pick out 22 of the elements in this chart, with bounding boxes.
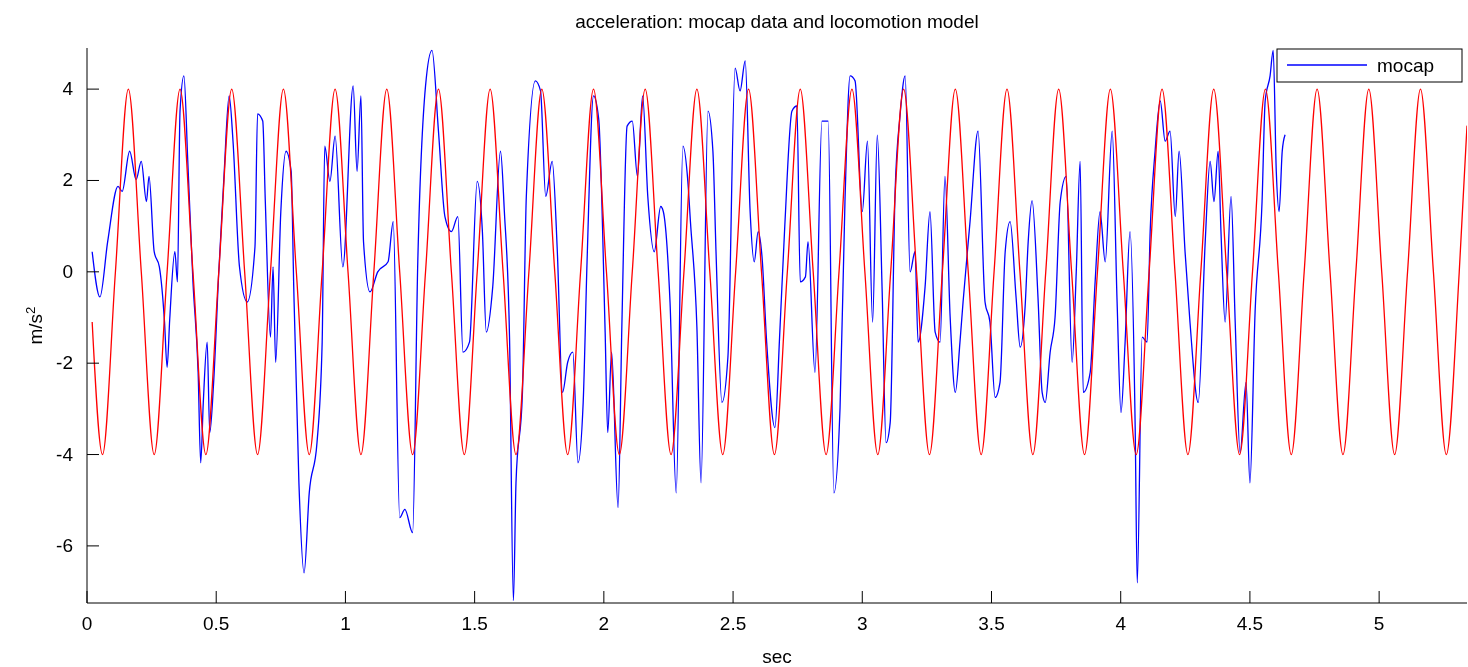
y-tick-label: -4 <box>56 443 74 465</box>
x-tick-label: 4.5 <box>1236 613 1264 634</box>
y-tick-label: 4 <box>62 78 74 100</box>
x-axis-title: sec <box>762 646 792 667</box>
line-series <box>91 88 1467 456</box>
legend-label: mocap <box>1377 55 1435 76</box>
x-tick-label: 0.5 <box>203 613 230 634</box>
x-tick-label: 1.5 <box>461 613 488 634</box>
line-series <box>91 49 1286 602</box>
y-tick-label: 2 <box>62 169 73 191</box>
x-tick-label: 2.5 <box>719 613 747 634</box>
y-tick-label: -6 <box>56 534 73 556</box>
y-tick-label: 0 <box>62 260 73 282</box>
x-tick-label: 3.5 <box>978 613 1005 634</box>
y-tick-label: -2 <box>56 352 73 374</box>
x-tick-label: 3 <box>856 613 868 634</box>
x-tick-label: 4 <box>1115 613 1127 634</box>
x-tick-label: 0 <box>81 613 93 634</box>
x-tick-label: 1 <box>340 613 351 634</box>
chart-title: acceleration: mocap data and locomotion model <box>575 11 979 32</box>
x-tick-label: 2 <box>598 613 610 634</box>
x-tick-label: 5 <box>1373 613 1385 634</box>
